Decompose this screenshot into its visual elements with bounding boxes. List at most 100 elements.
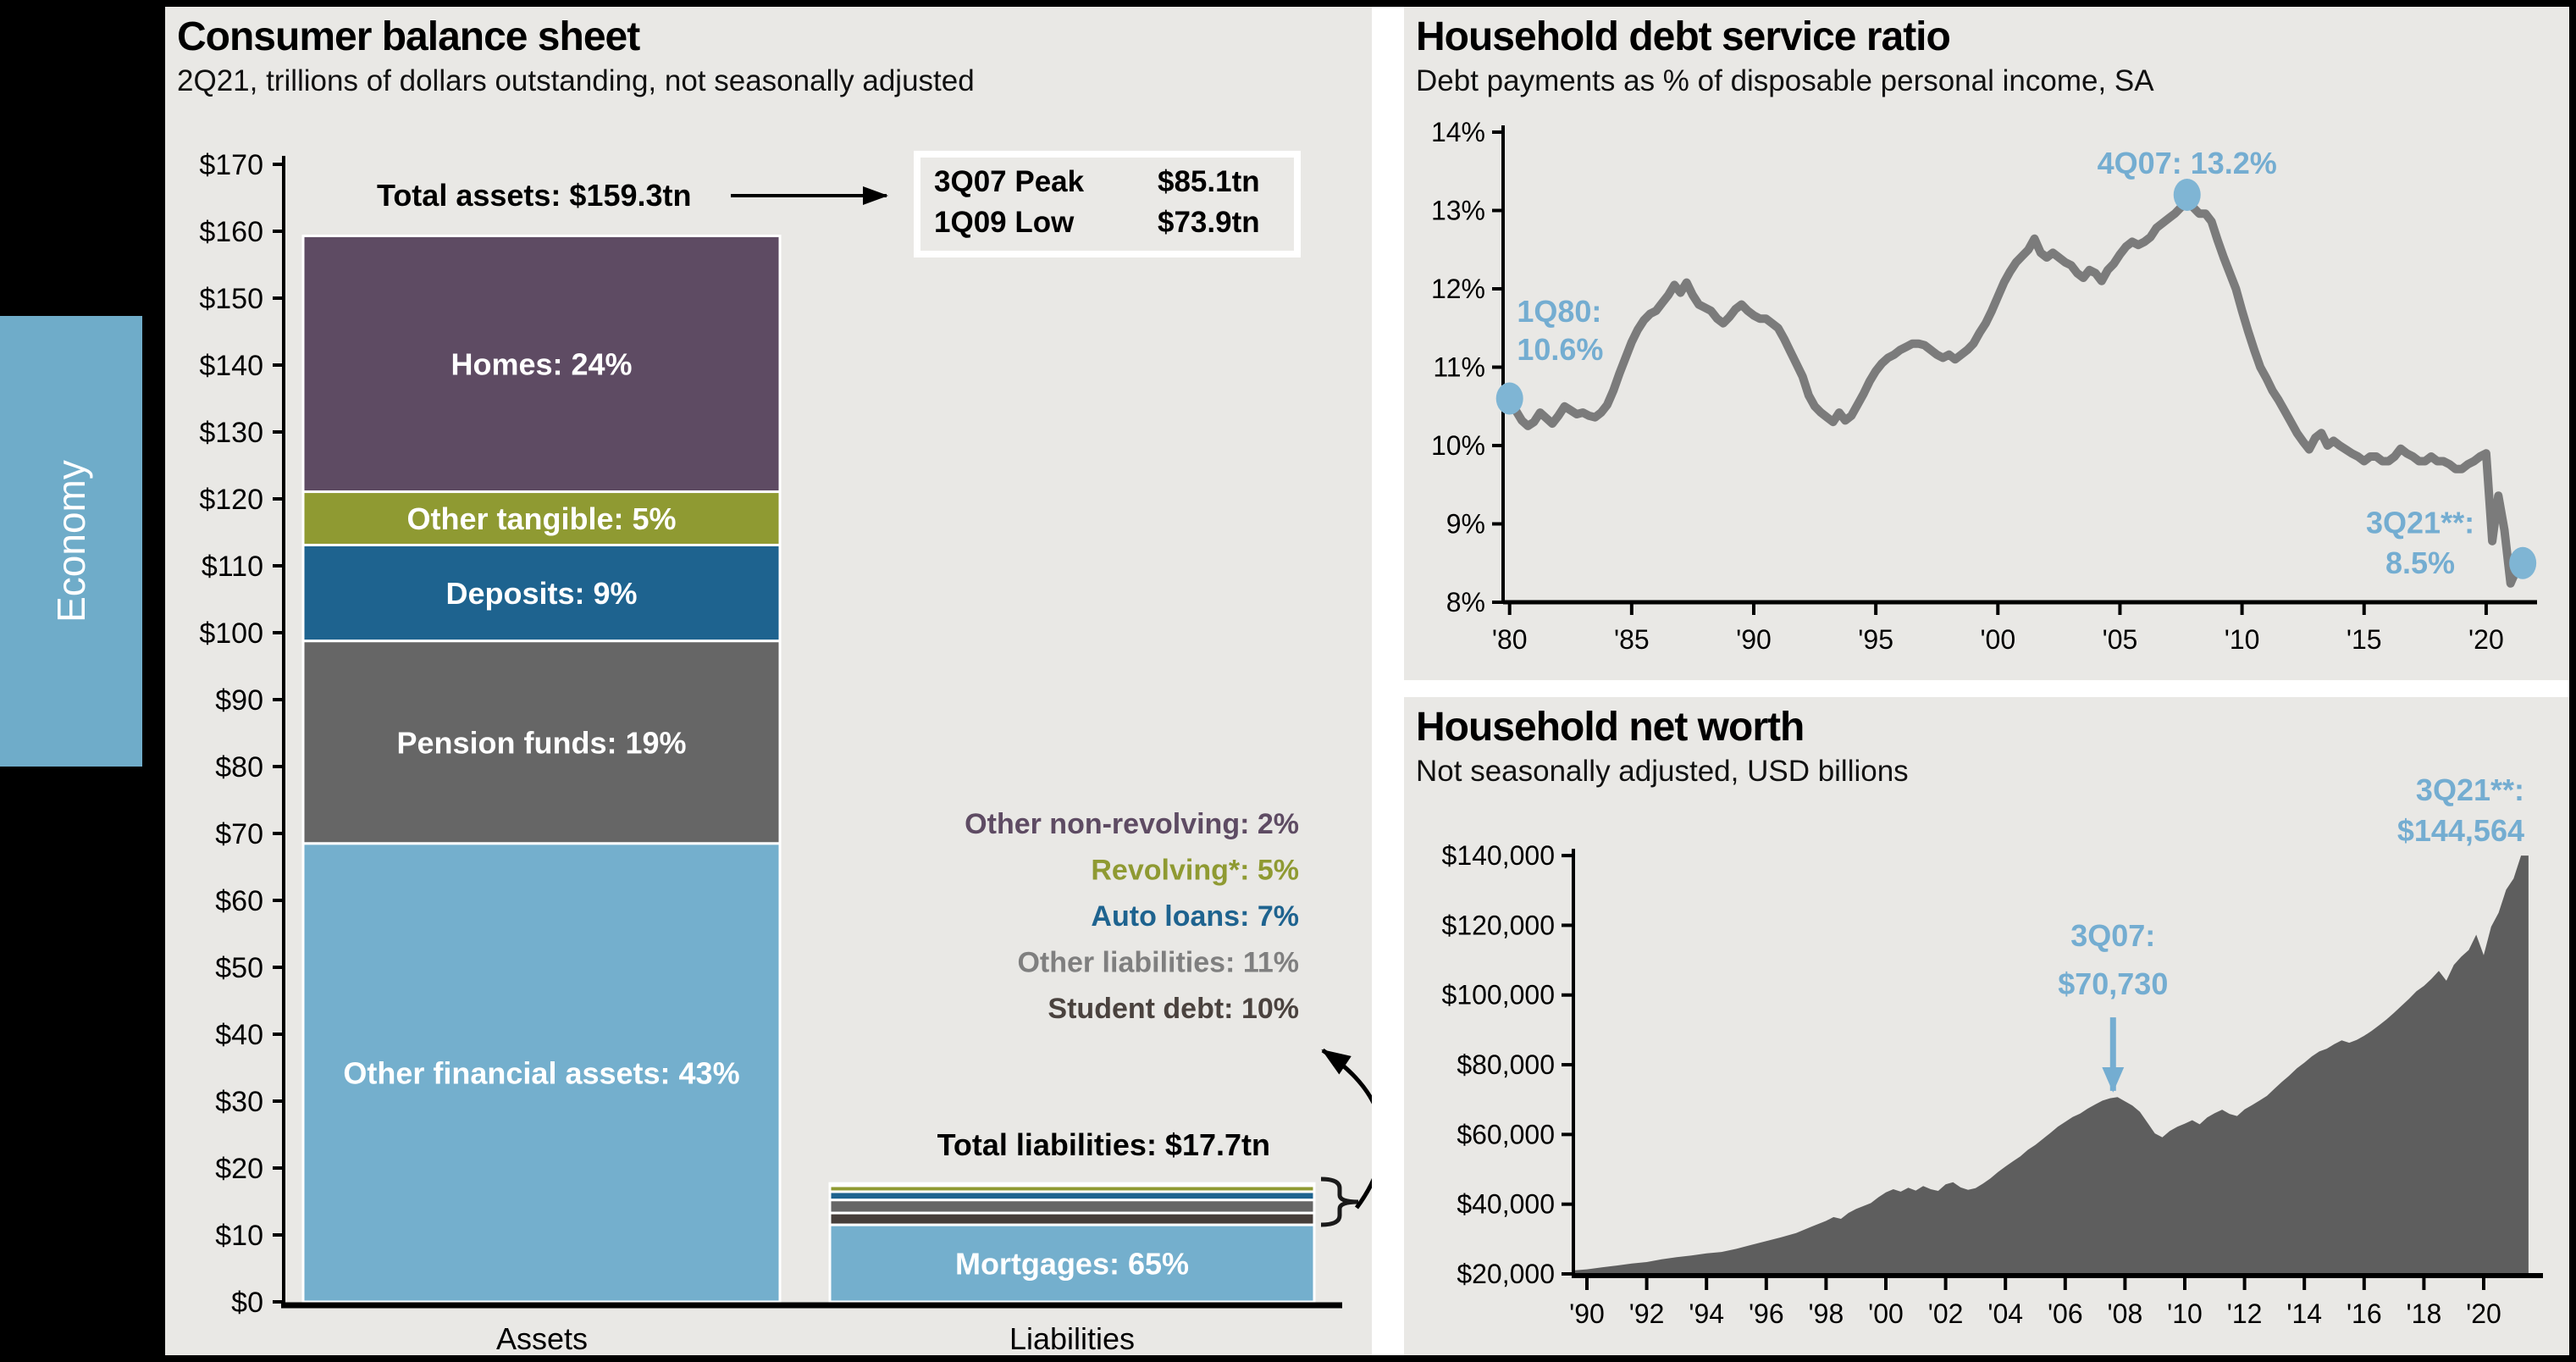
x-tick-label: '08 [2108,1298,2143,1329]
annotation-peak-4q07: 4Q07: 13.2% [2098,146,2277,180]
debt-service-subtitle: Debt payments as % of disposable persona… [1416,64,2154,97]
y-tick-label: $130 [199,417,263,449]
panel-debt-service-ratio: Household debt service ratio Debt paymen… [1404,7,2569,680]
category-label-liabilities: Liabilities [1009,1321,1135,1355]
liability-legend-item: Revolving*: 5% [1091,855,1299,887]
total-assets-label: Total assets: $159.3tn [377,178,692,213]
x-tick-label: '20 [2466,1298,2501,1329]
assets-bar-label-homes: Homes: 24% [451,347,632,382]
x-tick-label: '96 [1749,1298,1784,1329]
y-tick-label: 10% [1431,430,1485,461]
y-tick-label: $70 [215,818,263,850]
x-tick-label: '98 [1809,1298,1844,1329]
liabilities-bar-segment-student-debt [828,1211,1316,1226]
slide-canvas: Consumer balance sheet 2Q21, trillions o… [165,7,2569,1355]
x-tick-label: '90 [1569,1298,1605,1329]
debt-axes: 8% 9% 10% 11% 12% 13% 14% '80 '85 '90 '95 '00 '05 '10… [1431,117,2537,655]
y-tick-label: 11% [1433,352,1485,383]
assets-bar-label-pension-funds: Pension funds: 19% [396,725,686,760]
x-tick-label: '90 [1736,624,1772,655]
y-tick-label: $40,000 [1457,1189,1555,1220]
annotation-latest-3q21: $144,564 [2397,813,2524,848]
y-tick-label: $60,000 [1457,1119,1555,1149]
student-debt-arrow [1321,1048,1372,1210]
x-tick-label: '20 [2468,624,2504,655]
x-tick-label: '00 [1868,1298,1904,1329]
y-tick-label: $30 [215,1086,263,1118]
x-tick-label: '10 [2167,1298,2203,1329]
balance-y-axis: $0 $10 $20 $30 $40 $50 $60 $70 $80 $90 $100 $110 $12… [199,149,285,1319]
sidebar-tab-economy-label: Economy [49,460,93,623]
balance-sheet-chart: $0 $10 $20 $30 $40 $50 $60 $70 $80 $90 $100 $110 $12… [199,149,1372,1355]
annotation-latest-3q21: 8.5% [2385,545,2455,580]
y-tick-label: $10 [215,1220,263,1252]
data-point-dot [2509,546,2537,579]
liabilities-bar-segment-other-liabilities [828,1199,1316,1215]
liability-legend-item: Auto loans: 7% [1091,900,1299,933]
net-worth-area [1573,855,2529,1274]
x-tick-label: '02 [1928,1298,1964,1329]
x-tick-label: '16 [2347,1298,2382,1329]
liability-legend-item: Other non-revolving: 2% [965,808,1299,840]
callout-box-frame [914,151,1301,257]
debt-service-line [1505,191,2528,588]
x-tick-label: '15 [2347,624,2382,655]
x-tick-label: '00 [1980,624,2015,655]
y-tick-label: 14% [1431,117,1485,147]
liabilities-bar-label-mortgages: Mortgages: 65% [955,1247,1189,1282]
x-tick-label: '04 [1987,1298,2023,1329]
x-tick-label: '95 [1858,624,1893,655]
y-tick-label: $20 [215,1153,263,1185]
peak-low-callout-box: 3Q07 Peak $85.1tn 1Q09 Low $73.9tn [914,151,1301,257]
liability-legend: Other non-revolving: 2% Revolving*: 5% Aut… [965,808,1299,1025]
debt-service-title: Household debt service ratio [1416,14,1951,59]
assets-bar-label-deposits: Deposits: 9% [445,576,637,611]
x-tick-label: '85 [1614,624,1650,655]
sidebar-tab-economy[interactable]: Economy [0,316,142,767]
y-tick-label: 8% [1446,587,1485,617]
y-tick-label: $100 [199,617,263,650]
x-tick-label: '06 [2048,1298,2083,1329]
x-tick-label: '94 [1689,1298,1724,1329]
panel-household-net-worth: Household net worth Not seasonally adjus… [1404,697,2569,1355]
x-tick-label: '10 [2225,624,2260,655]
y-tick-label: $100,000 [1442,980,1555,1010]
y-tick-label: $50 [215,952,263,984]
networth-axes: $20,000 $40,000 $60,000 $80,000 $100,000 $120… [1442,840,2543,1329]
assets-bar-segment-other-financial-assets [301,842,782,1304]
y-tick-label: $170 [199,149,263,181]
liability-legend-item: Other liabilities: 11% [1017,947,1299,979]
y-tick-label: $150 [199,283,263,315]
balance-sheet-subtitle: 2Q21, trillions of dollars outstanding, … [177,64,975,97]
x-tick-label: '14 [2286,1298,2322,1329]
annotation-peak-3q07: $70,730 [2058,966,2168,1001]
y-tick-label: $110 [202,551,263,583]
y-tick-label: $160 [199,216,263,248]
callout-row-label: 3Q07 Peak [934,165,1085,198]
y-tick-label: 12% [1431,274,1485,304]
data-point-dot [2173,179,2201,211]
x-tick-label: '05 [2103,624,2138,655]
assets-bar-label-other-financial-assets: Other financial assets: 43% [343,1055,739,1090]
assets-bar-label-other-tangible: Other tangible: 5% [406,501,676,536]
data-point-dot [1495,382,1523,415]
annotation-peak-1q80: 1Q80: [1517,294,1601,329]
x-tick-label: '92 [1629,1298,1665,1329]
callout-row-value: $85.1tn [1158,165,1260,198]
y-tick-label: $80 [215,751,263,783]
x-tick-label: '80 [1492,624,1528,655]
panel-consumer-balance-sheet: Consumer balance sheet 2Q21, trillions o… [165,7,1372,1355]
y-tick-label: $90 [215,684,263,717]
callout-row-label: 1Q09 Low [934,206,1075,239]
callout-row-value: $73.9tn [1158,206,1260,239]
annotation-latest-3q21: 3Q21**: [2366,506,2474,540]
y-tick-label: $20,000 [1457,1259,1555,1289]
annotation-peak-3q07: 3Q07: [2070,918,2155,953]
assets-bar: Homes: 24% Other tangible: 5% Deposits: 9%… [301,235,782,1304]
assets-bar-segment-pension-funds [301,639,782,845]
liability-brace [1320,1177,1359,1227]
net-worth-chart: $20,000 $40,000 $60,000 $80,000 $100,000 $120… [1442,772,2543,1329]
total-liabilities-label: Total liabilities: $17.7tn [937,1127,1270,1162]
y-tick-label: $140 [199,350,263,382]
